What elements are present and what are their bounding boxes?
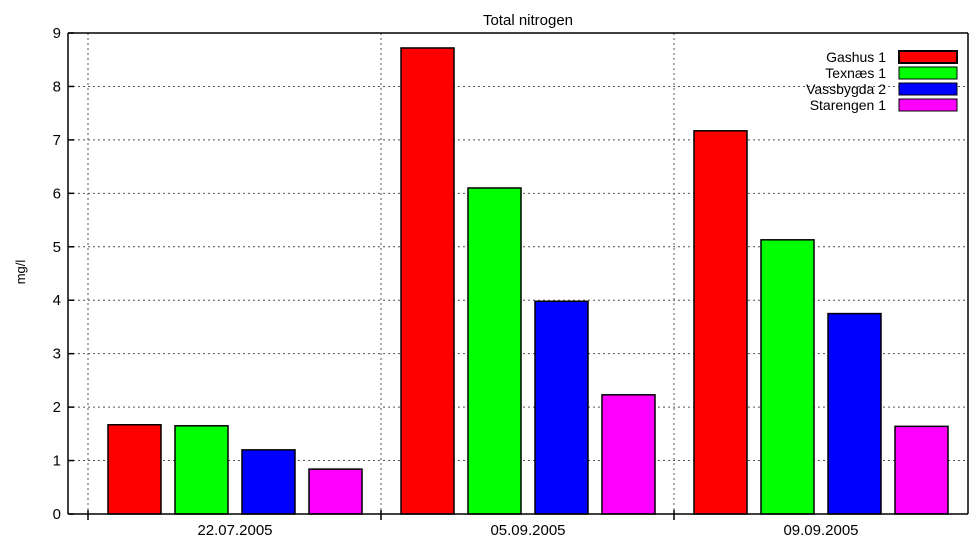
x-tick-label: 09.09.2005 xyxy=(783,522,858,538)
bar xyxy=(308,468,363,515)
x-tick-label: 22.07.2005 xyxy=(197,522,272,538)
bar xyxy=(400,47,455,515)
legend-label: Starengen 1 xyxy=(810,97,886,113)
bar xyxy=(467,187,522,515)
bar xyxy=(534,300,589,515)
y-tick-label: 2 xyxy=(53,399,61,416)
y-tick-label: 9 xyxy=(53,25,61,42)
bar xyxy=(894,425,949,515)
bar xyxy=(827,312,882,515)
legend-label: Texnæs 1 xyxy=(825,65,886,81)
bar xyxy=(601,394,656,515)
bar xyxy=(241,449,296,515)
bar xyxy=(693,130,748,515)
y-tick-label: 7 xyxy=(53,132,61,149)
y-axis-label: mg/l xyxy=(13,260,28,285)
y-tick-label: 0 xyxy=(53,506,61,523)
y-tick-label: 8 xyxy=(53,78,61,95)
axes: 0 1 2 3 4 5 6 7 8 9 22.07.2005 05.09.2005 09.09.2005 xyxy=(53,25,969,538)
legend-swatch xyxy=(898,66,958,80)
legend-swatch xyxy=(898,50,958,64)
y-tick-label: 6 xyxy=(53,185,61,202)
legend-label: Gashus 1 xyxy=(826,49,886,65)
y-tick-label: 3 xyxy=(53,346,61,363)
bar xyxy=(107,423,162,515)
bar xyxy=(760,239,815,515)
legend-label: Vassbygda 2 xyxy=(806,81,886,97)
y-tick-label: 5 xyxy=(53,239,61,256)
y-tick-label: 4 xyxy=(53,292,61,309)
x-tick-label: 05.09.2005 xyxy=(490,522,565,538)
chart-title: Total nitrogen xyxy=(483,12,573,29)
legend-swatch xyxy=(898,82,958,96)
y-tick-label: 1 xyxy=(53,453,61,470)
bar xyxy=(174,425,229,515)
bars xyxy=(107,47,949,515)
legend-swatch xyxy=(898,98,958,112)
